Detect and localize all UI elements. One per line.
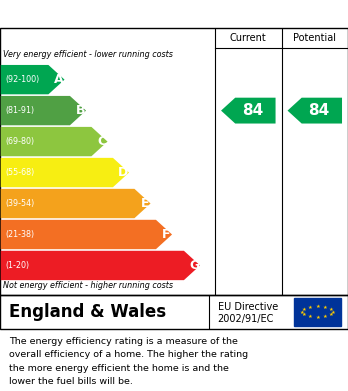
Polygon shape <box>1 189 151 218</box>
Text: Current: Current <box>230 33 267 43</box>
Text: (39-54): (39-54) <box>5 199 34 208</box>
Polygon shape <box>1 158 129 187</box>
Polygon shape <box>287 98 342 124</box>
Text: 84: 84 <box>242 103 263 118</box>
Text: ★: ★ <box>315 304 320 309</box>
Text: Very energy efficient - lower running costs: Very energy efficient - lower running co… <box>3 50 173 59</box>
Text: Not energy efficient - higher running costs: Not energy efficient - higher running co… <box>3 281 174 290</box>
Text: (21-38): (21-38) <box>5 230 34 239</box>
Text: ★: ★ <box>331 310 335 314</box>
Text: ★: ★ <box>300 310 304 314</box>
Text: The energy efficiency rating is a measure of the: The energy efficiency rating is a measur… <box>9 337 238 346</box>
Text: Energy Efficiency Rating: Energy Efficiency Rating <box>9 7 230 22</box>
Bar <box>294 298 341 326</box>
Text: (81-91): (81-91) <box>5 106 34 115</box>
Text: ★: ★ <box>329 307 333 312</box>
Text: (69-80): (69-80) <box>5 137 34 146</box>
Text: ★: ★ <box>323 305 328 310</box>
Polygon shape <box>1 96 86 125</box>
Polygon shape <box>221 98 276 124</box>
Text: lower the fuel bills will be.: lower the fuel bills will be. <box>9 377 133 386</box>
Text: ★: ★ <box>302 307 307 312</box>
Text: (55-68): (55-68) <box>5 168 34 177</box>
Polygon shape <box>1 65 64 94</box>
Text: ★: ★ <box>307 305 312 310</box>
Text: England & Wales: England & Wales <box>9 303 166 321</box>
Polygon shape <box>1 251 200 280</box>
Text: A: A <box>54 73 64 86</box>
Text: (92-100): (92-100) <box>5 75 39 84</box>
Polygon shape <box>1 220 172 249</box>
Text: (1-20): (1-20) <box>5 261 29 270</box>
Text: ★: ★ <box>329 312 333 317</box>
Text: C: C <box>97 135 106 148</box>
Text: ★: ★ <box>323 314 328 319</box>
Text: F: F <box>162 228 171 241</box>
Text: ★: ★ <box>302 312 307 317</box>
Text: Potential: Potential <box>293 33 336 43</box>
Text: D: D <box>118 166 128 179</box>
Polygon shape <box>1 127 108 156</box>
Text: 2002/91/EC: 2002/91/EC <box>218 314 274 324</box>
Text: G: G <box>189 259 199 272</box>
Text: ★: ★ <box>307 314 312 319</box>
Text: ★: ★ <box>315 315 320 320</box>
Text: the more energy efficient the home is and the: the more energy efficient the home is an… <box>9 364 229 373</box>
Text: EU Directive: EU Directive <box>218 302 278 312</box>
Text: overall efficiency of a home. The higher the rating: overall efficiency of a home. The higher… <box>9 350 248 359</box>
Text: B: B <box>76 104 85 117</box>
Text: 84: 84 <box>308 103 330 118</box>
Text: E: E <box>141 197 149 210</box>
